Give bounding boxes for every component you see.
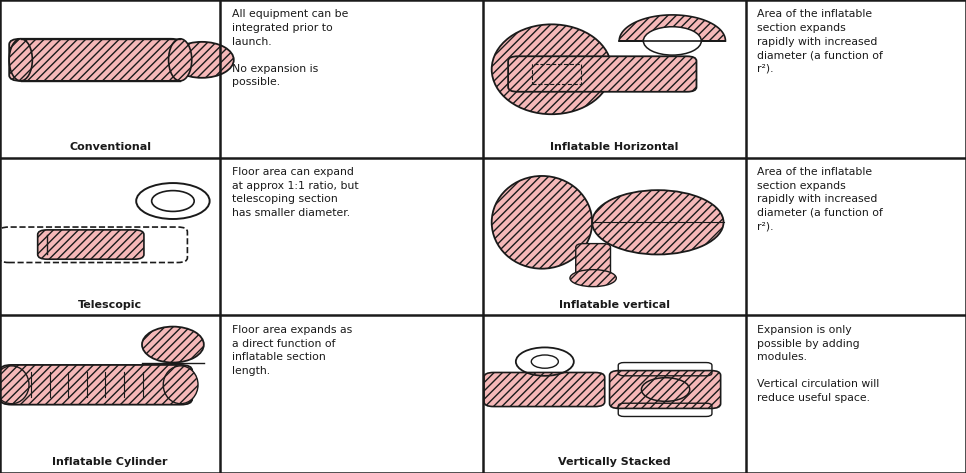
Text: Conventional: Conventional (70, 142, 151, 152)
FancyBboxPatch shape (0, 365, 192, 405)
Text: Area of the inflatable
section expands
rapidly with increased
diameter (a functi: Area of the inflatable section expands r… (757, 9, 883, 74)
Ellipse shape (163, 366, 198, 404)
Ellipse shape (170, 42, 234, 78)
Ellipse shape (168, 39, 191, 81)
Text: Inflatable vertical: Inflatable vertical (559, 300, 669, 310)
FancyBboxPatch shape (508, 56, 696, 92)
FancyBboxPatch shape (576, 244, 611, 282)
Text: Inflatable Cylinder: Inflatable Cylinder (52, 457, 168, 467)
Text: Vertically Stacked: Vertically Stacked (558, 457, 670, 467)
Ellipse shape (10, 39, 33, 81)
Ellipse shape (570, 270, 616, 287)
Ellipse shape (0, 366, 29, 404)
Text: Inflatable Horizontal: Inflatable Horizontal (551, 142, 678, 152)
Text: Area of the inflatable
section expands
rapidly with increased
diameter (a functi: Area of the inflatable section expands r… (757, 167, 883, 231)
Text: Floor area expands as
a direct function of
inflatable section
length.: Floor area expands as a direct function … (232, 325, 352, 376)
Ellipse shape (142, 326, 204, 362)
Ellipse shape (492, 24, 611, 114)
Polygon shape (619, 15, 725, 41)
FancyBboxPatch shape (10, 39, 183, 81)
FancyBboxPatch shape (484, 373, 605, 406)
FancyBboxPatch shape (610, 371, 721, 408)
Text: Expansion is only
possible by adding
modules.

Vertical circulation will
reduce : Expansion is only possible by adding mod… (757, 325, 880, 403)
Ellipse shape (592, 190, 724, 254)
FancyBboxPatch shape (38, 230, 144, 259)
Text: All equipment can be
integrated prior to
launch.

No expansion is
possible.: All equipment can be integrated prior to… (232, 9, 348, 88)
Ellipse shape (641, 377, 690, 401)
Ellipse shape (492, 176, 592, 269)
Text: Telescopic: Telescopic (78, 300, 142, 310)
Circle shape (643, 27, 701, 55)
Text: Floor area can expand
at approx 1:1 ratio, but
telescoping section
has smaller d: Floor area can expand at approx 1:1 rati… (232, 167, 358, 218)
